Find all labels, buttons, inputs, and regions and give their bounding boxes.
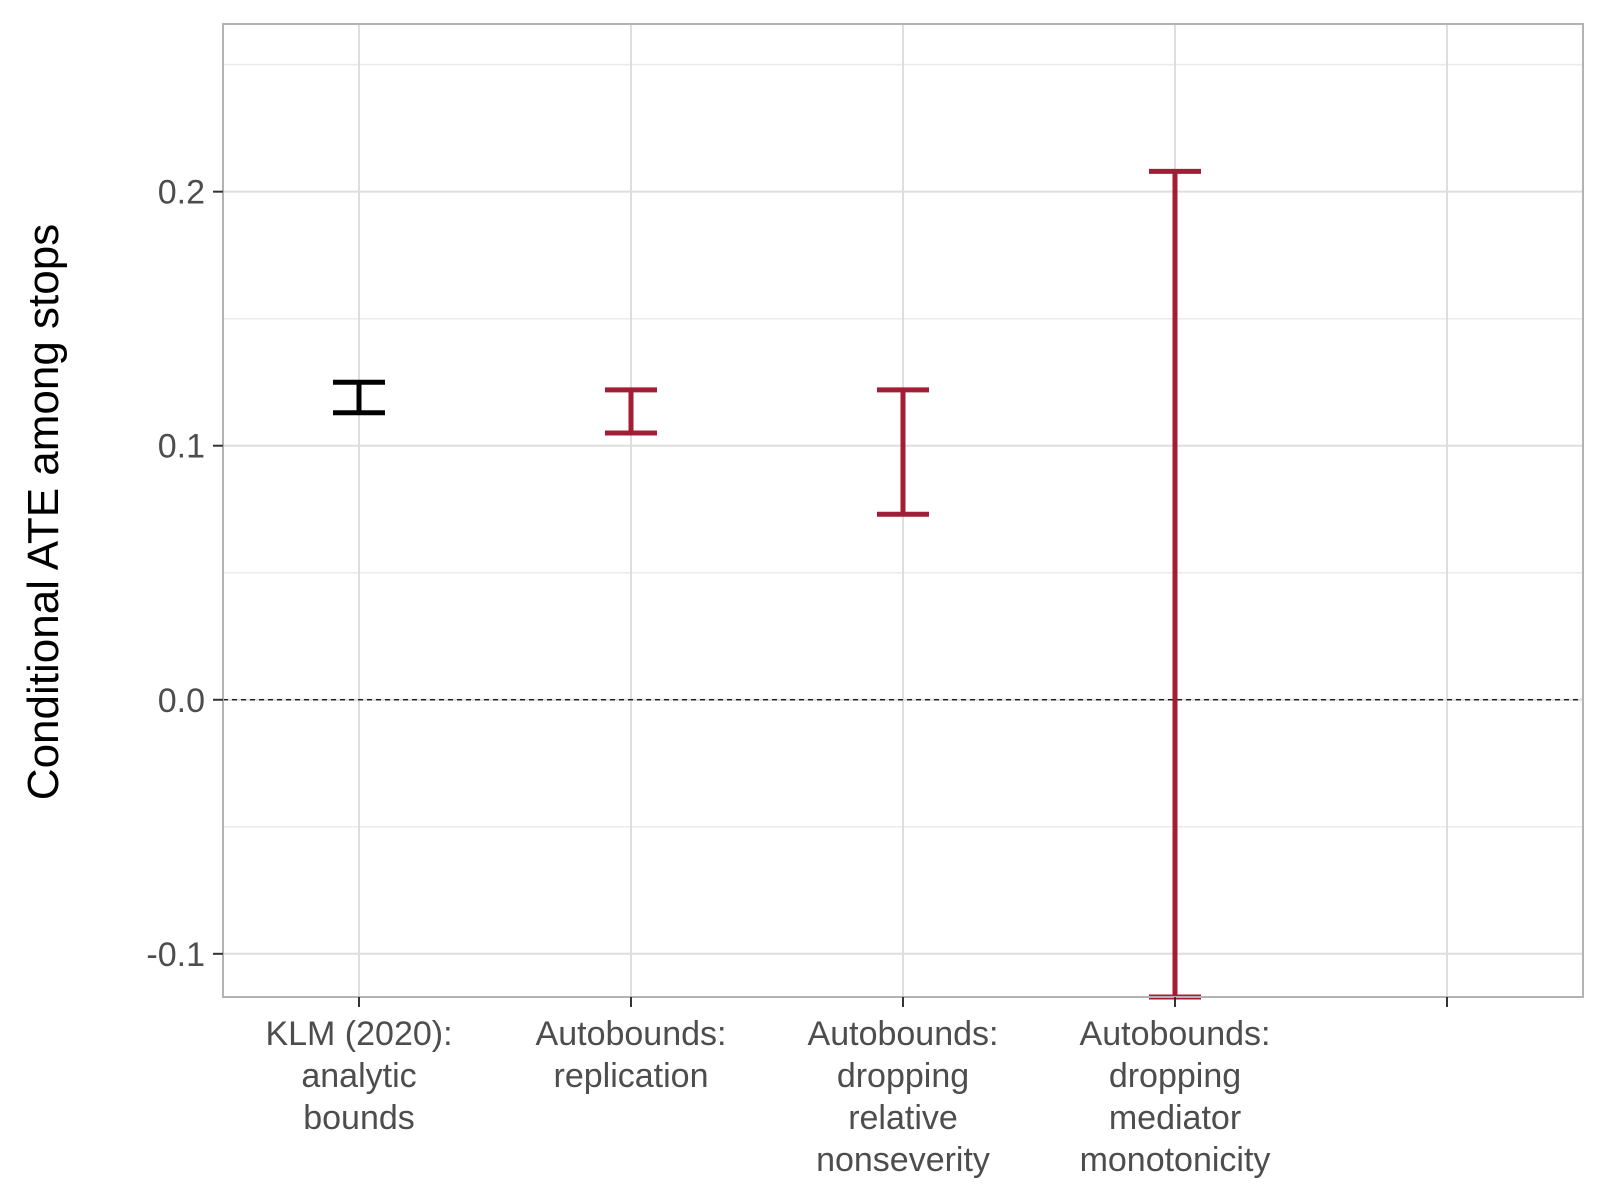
y-tick-label: 0.0 [158, 682, 205, 720]
y-axis-title: Conditional ATE among stops [19, 224, 68, 800]
error-bar [605, 387, 657, 436]
y-axis: -0.1 0.0 0.1 0.2 [146, 174, 223, 974]
x-tick-label: KLM (2020): analytic bounds [265, 1015, 452, 1137]
x-tick-label: Autobounds: dropping relative nonseverity [808, 1015, 999, 1179]
error-bar [877, 387, 929, 517]
x-axis: KLM (2020): analytic bounds Autobounds: repl… [265, 997, 1448, 1179]
error-bars [333, 168, 1201, 1000]
error-bar [333, 379, 385, 416]
y-tick-label: 0.1 [158, 428, 205, 466]
y-tick-label: -0.1 [146, 936, 205, 974]
y-tick-label: 0.2 [158, 174, 205, 212]
x-tick-label: Autobounds: dropping mediator monotonicity [1080, 1015, 1271, 1179]
x-tick-label: Autobounds: replication [536, 1015, 727, 1095]
